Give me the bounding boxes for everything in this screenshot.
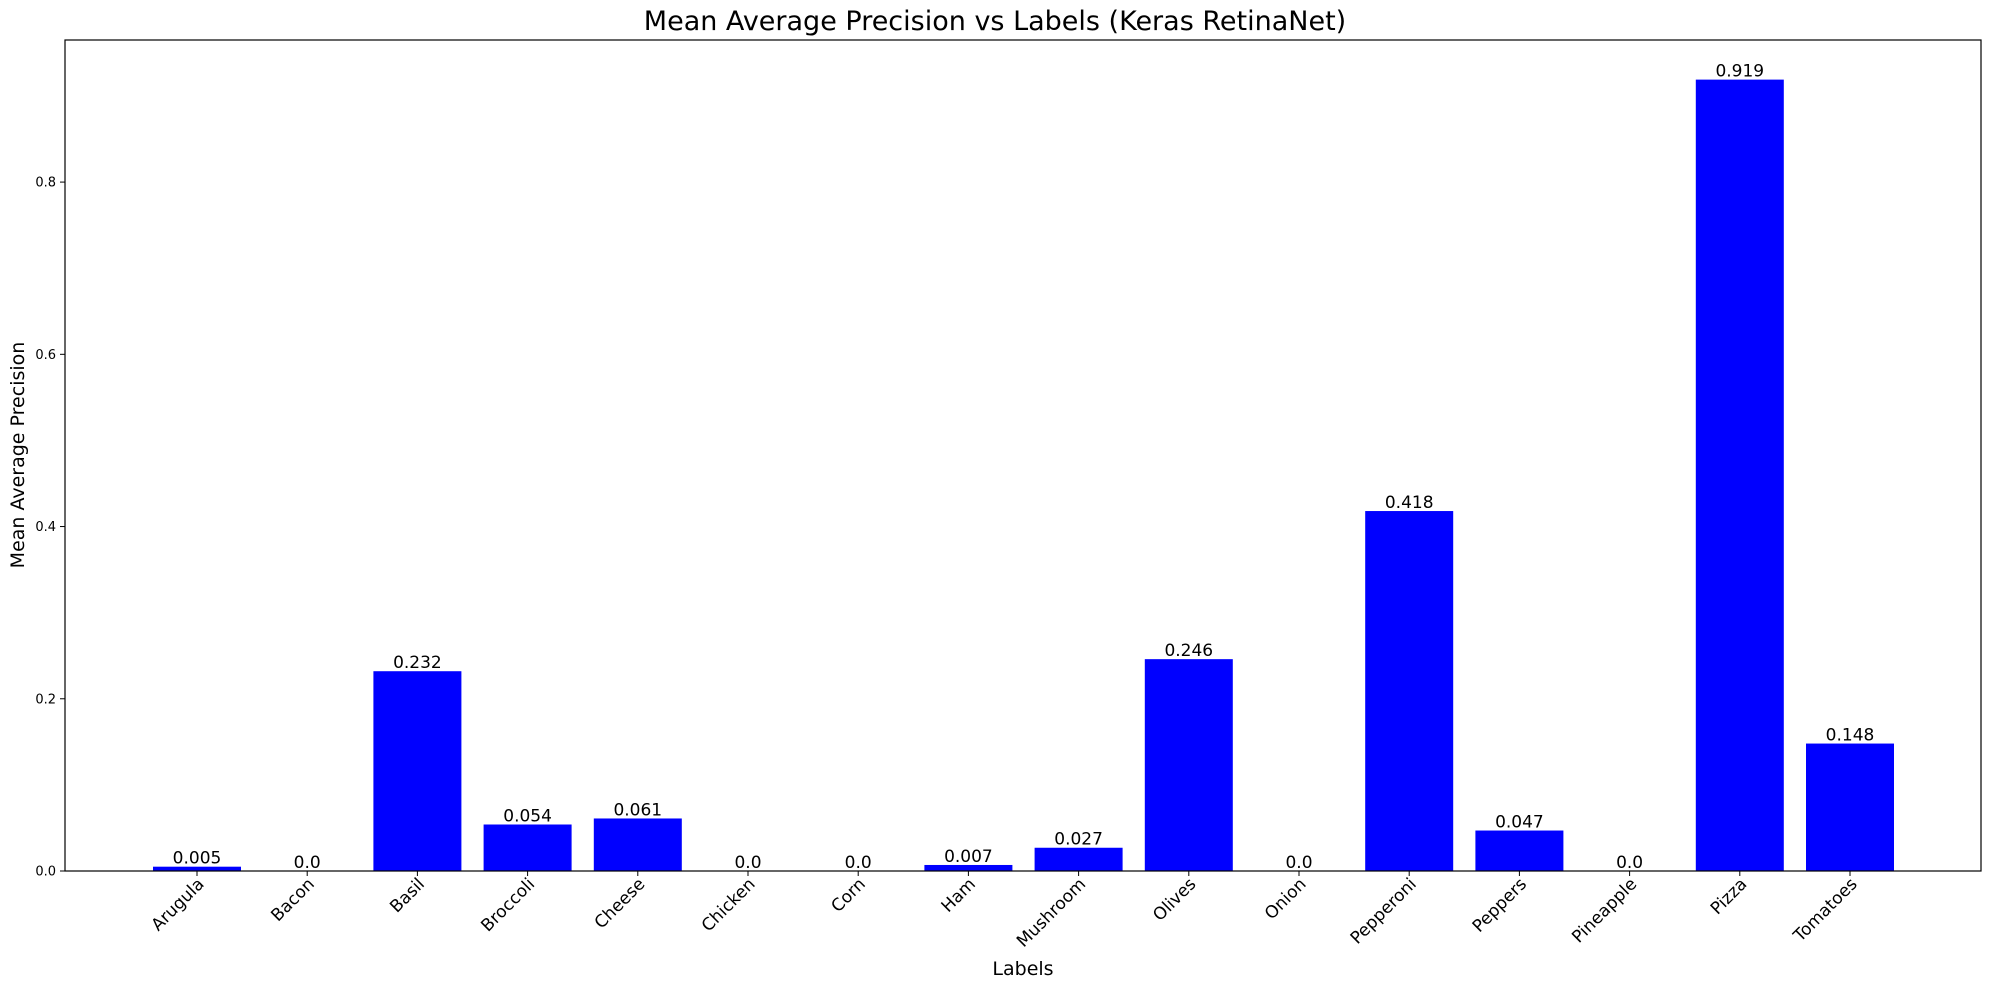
y-tick-label: 0.4 — [35, 520, 56, 535]
value-label-ham: 0.007 — [944, 847, 993, 867]
x-tick-label-tomatoes: Tomatoes — [1789, 874, 1861, 946]
value-label-mushroom: 0.027 — [1054, 830, 1103, 850]
y-tick-label: 0.6 — [35, 348, 56, 363]
x-tick-label-chicken: Chicken — [698, 874, 760, 936]
x-axis: Arugula Bacon Basil Broccoli Cheese Chicken Co… — [148, 871, 1862, 952]
value-label-olives: 0.246 — [1164, 641, 1213, 661]
value-label-onion: 0.0 — [1285, 853, 1312, 873]
bar-olives — [1144, 659, 1233, 871]
x-tick-label-broccoli: Broccoli — [477, 874, 539, 936]
y-tick-label: 0.0 — [35, 865, 56, 880]
x-tick-label-olives: Olives — [1149, 874, 1200, 925]
bar-broccoli — [483, 824, 572, 871]
x-tick-label-pepperoni: Pepperoni — [1347, 874, 1421, 948]
x-tick-label-ham: Ham — [938, 874, 980, 916]
bar-peppers — [1475, 830, 1564, 871]
value-labels-group: 0.005 0.0 0.232 0.054 0.061 0.0 0.0 0.007 0.027 0… — [173, 62, 1875, 873]
value-label-peppers: 0.047 — [1495, 813, 1544, 833]
value-label-pepperoni: 0.418 — [1385, 493, 1434, 513]
x-tick-label-corn: Corn — [827, 874, 869, 916]
bar-mushroom — [1034, 847, 1123, 871]
plot-frame — [64, 39, 1982, 872]
bar-tomatoes — [1806, 743, 1894, 871]
x-tick-label-peppers: Peppers — [1469, 874, 1531, 936]
value-label-chicken: 0.0 — [734, 853, 761, 873]
bar-arugula — [153, 866, 241, 871]
bar-pepperoni — [1365, 511, 1454, 871]
y-axis: 0.0 0.2 0.4 0.6 0.8 — [35, 176, 65, 880]
bar-ham — [924, 864, 1013, 871]
x-tick-label-onion: Onion — [1261, 874, 1311, 924]
value-label-pizza: 0.919 — [1715, 62, 1764, 82]
bar-cheese — [593, 818, 682, 871]
x-tick-label-pineapple: Pineapple — [1568, 874, 1641, 947]
value-label-tomatoes: 0.148 — [1826, 726, 1875, 746]
value-label-arugula: 0.005 — [173, 849, 222, 869]
x-tick-label-pizza: Pizza — [1707, 874, 1751, 918]
x-tick-label-arugula: Arugula — [148, 874, 209, 935]
value-label-cheese: 0.061 — [613, 800, 662, 820]
x-axis-label: Labels — [992, 958, 1053, 980]
y-tick-label: 0.2 — [35, 692, 56, 707]
value-label-basil: 0.232 — [393, 653, 442, 673]
y-axis-label: Mean Average Precision — [7, 342, 29, 569]
bar-pizza — [1695, 79, 1784, 872]
x-tick-label-bacon: Bacon — [267, 874, 318, 925]
x-tick-label-basil: Basil — [386, 874, 429, 917]
x-tick-label-mushroom: Mushroom — [1013, 874, 1090, 951]
y-tick-label: 0.8 — [35, 176, 56, 191]
x-tick-label-cheese: Cheese — [591, 874, 650, 933]
value-label-pineapple: 0.0 — [1616, 853, 1643, 873]
bars-group — [153, 79, 1894, 872]
value-label-corn: 0.0 — [845, 853, 872, 873]
value-label-broccoli: 0.054 — [503, 806, 552, 826]
chart-title: Mean Average Precision vs Labels (Keras … — [644, 6, 1346, 37]
bar-basil — [373, 671, 462, 871]
value-label-bacon: 0.0 — [294, 853, 321, 873]
